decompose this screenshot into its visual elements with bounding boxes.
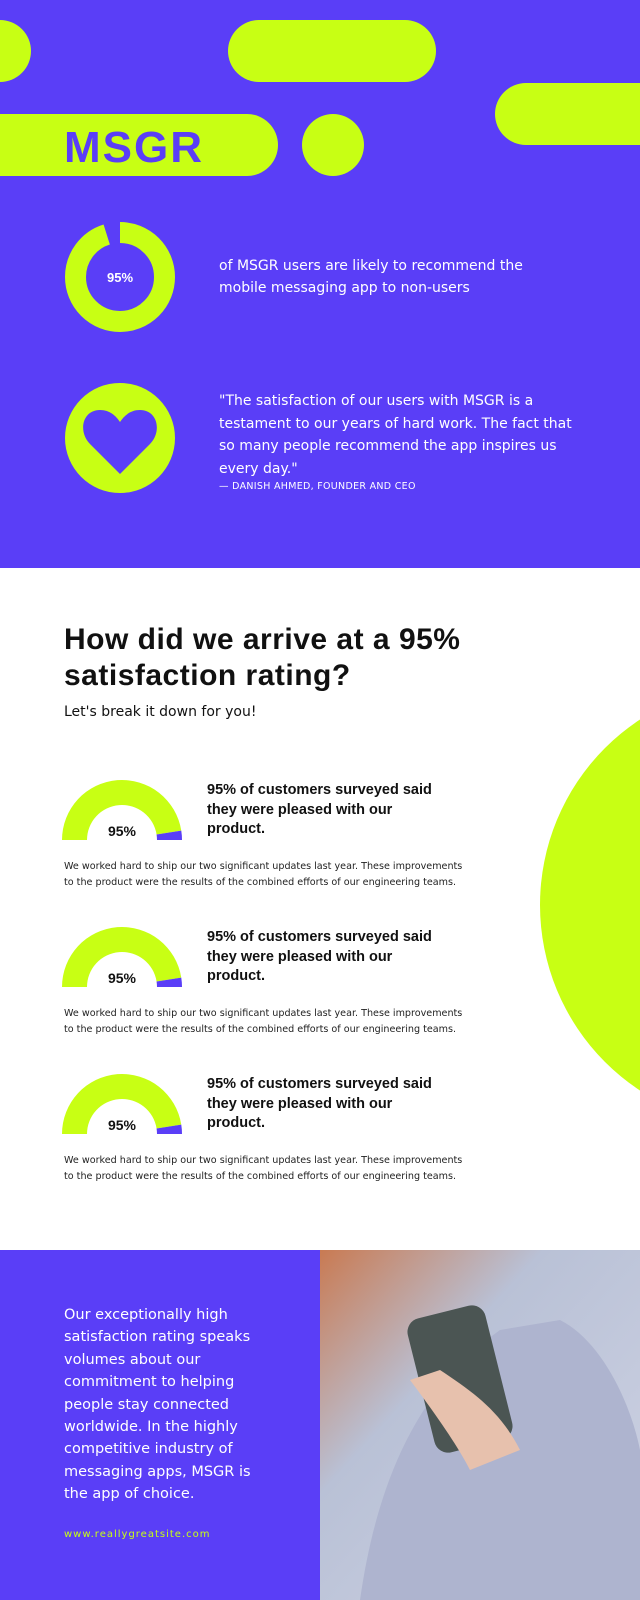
photo-hand bbox=[410, 1370, 520, 1470]
gauge-fill bbox=[62, 927, 182, 987]
item-body: We worked hard to ship our two significa… bbox=[64, 1008, 463, 1035]
item-heading: 95% of customers surveyed said they were… bbox=[207, 1076, 432, 1131]
gauge-rest bbox=[156, 830, 182, 840]
gauge-label: 95% bbox=[108, 970, 137, 986]
deco-circle bbox=[302, 114, 364, 176]
item-body: We worked hard to ship our two significa… bbox=[64, 861, 463, 888]
gauges: 95% 95% 95% bbox=[62, 780, 182, 1134]
website: www.reallygreatsite.com bbox=[64, 1529, 211, 1540]
gauge-fill bbox=[62, 780, 182, 840]
stat-label: 95% bbox=[107, 270, 133, 285]
footer-text: Our exceptionally high satisfaction rati… bbox=[64, 1307, 251, 1503]
photo-shirt bbox=[360, 1320, 640, 1600]
item-heading: 95% of customers surveyed said they were… bbox=[207, 782, 432, 837]
brand: MSGR bbox=[64, 123, 204, 172]
quote-attribution: — DANISH AHMED, FOUNDER AND CEO bbox=[219, 481, 416, 492]
deco-pill bbox=[228, 20, 436, 82]
stat-donut bbox=[65, 222, 175, 332]
deco-circle bbox=[0, 20, 31, 82]
stat-text: of MSGR users are likely to recommend th… bbox=[219, 258, 523, 296]
item-body: We worked hard to ship our two significa… bbox=[64, 1155, 463, 1182]
section-subtitle: Let's break it down for you! bbox=[64, 704, 257, 720]
gauge-label: 95% bbox=[108, 1117, 137, 1133]
deco-circle bbox=[540, 719, 640, 1091]
heart-icon bbox=[83, 410, 157, 474]
bottom-band bbox=[0, 1250, 320, 1600]
gauge-fill bbox=[62, 1074, 182, 1134]
deco-pill bbox=[495, 83, 640, 145]
gauge-label: 95% bbox=[108, 823, 137, 839]
quote: "The satisfaction of our users with MSGR… bbox=[219, 393, 572, 477]
item-heading: 95% of customers surveyed said they were… bbox=[207, 929, 432, 984]
gauge-rest bbox=[156, 1124, 182, 1134]
brand-pill bbox=[0, 114, 278, 176]
gauge-rest bbox=[156, 977, 182, 987]
section-title: How did we arrive at a 95% satisfaction … bbox=[64, 623, 461, 692]
